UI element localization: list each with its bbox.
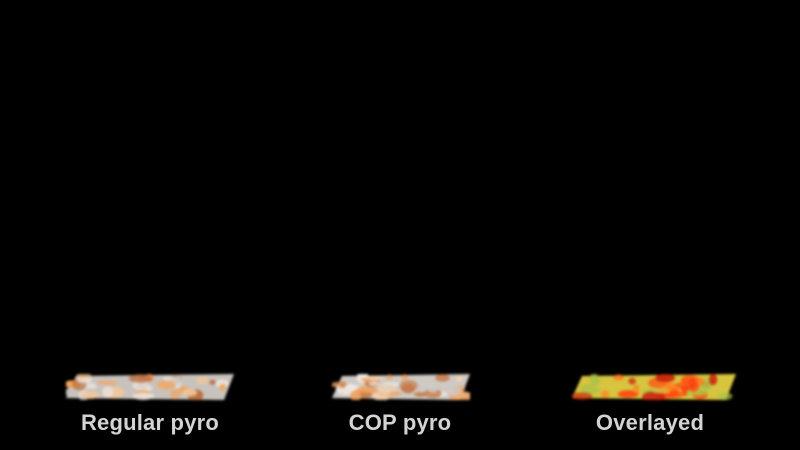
tile-blotch (401, 374, 409, 380)
tile-blotch (386, 374, 393, 380)
regular-pyro-render (66, 374, 234, 400)
panel-cop-pyro: COP pyro (310, 0, 490, 450)
tile-blotch (595, 384, 605, 390)
tile-blotch (655, 374, 676, 382)
tile-blotch (81, 391, 99, 399)
cop-pyro-render (332, 374, 470, 400)
tile-blotch (196, 376, 209, 385)
tile-blotch (77, 377, 92, 384)
tile-blotch (445, 384, 461, 396)
tile-blotch (638, 375, 649, 386)
tile-blotch (651, 388, 671, 394)
tile-blotch (628, 377, 636, 385)
tile-blotch (589, 374, 599, 384)
tile-blotch (170, 389, 181, 400)
overlayed-render (572, 374, 736, 400)
tile-blotch (367, 375, 384, 381)
tile-blotch (664, 381, 675, 388)
tile-blotch (97, 380, 118, 386)
tile-blotch (209, 379, 216, 385)
tile-blotch (674, 382, 689, 388)
tile-blotch (427, 383, 439, 393)
overlayed-label: Overlayed (595, 410, 705, 435)
tile-blotch (617, 390, 639, 398)
tile-blotch (701, 381, 713, 391)
tile-blotch (633, 384, 640, 394)
tile-blotch (709, 374, 718, 386)
tile-blotch (669, 389, 679, 397)
tile-blotch (339, 381, 346, 389)
tile-blotch (102, 386, 114, 398)
tile-blotch (163, 376, 177, 382)
tile-blotch (128, 374, 153, 383)
tile-blotch (156, 380, 177, 390)
tile-blotch (413, 392, 427, 397)
tile-blotch (377, 384, 392, 396)
panel-overlayed: Overlayed (560, 0, 740, 450)
tile-blotch (572, 392, 593, 400)
cop-pyro-label: COP pyro (348, 410, 452, 435)
tile-blotch (219, 383, 226, 391)
tile-blotch (173, 376, 183, 385)
regular-pyro-label: Regular pyro (80, 410, 220, 435)
tile-blotch (182, 388, 198, 397)
tile-blotch (456, 376, 463, 382)
panel-regular-pyro: Regular pyro (60, 0, 240, 450)
tile-blotch (601, 390, 610, 399)
tile-blotch (132, 392, 155, 400)
tile-blotch (368, 380, 381, 387)
tile-blotch (359, 388, 380, 393)
tile-blotch (435, 374, 450, 382)
tile-blotch (681, 375, 698, 385)
tile-blotch (613, 374, 625, 381)
tile-blotch (399, 380, 418, 392)
tile-blotch (716, 392, 733, 400)
tile-blotch (350, 390, 362, 400)
